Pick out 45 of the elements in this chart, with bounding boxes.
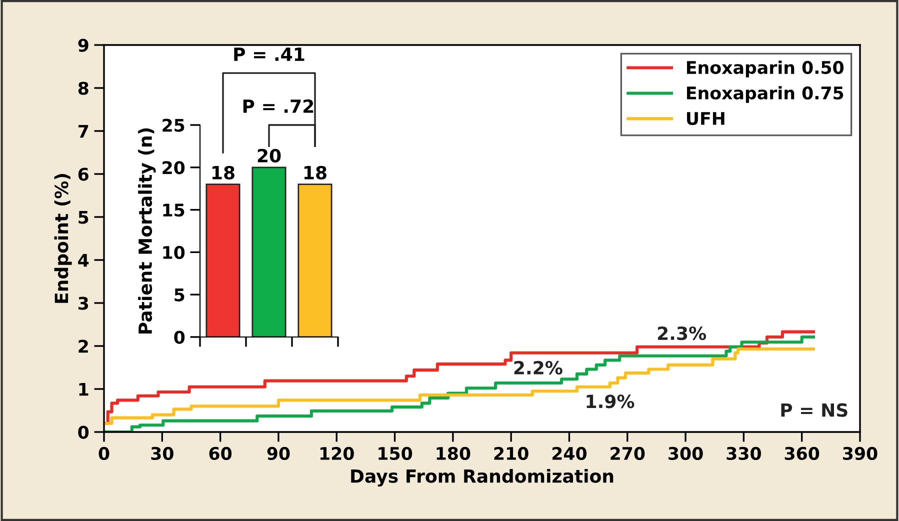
x-tick-label: 270 [610, 446, 645, 460]
y-tick-label: 4 [78, 254, 89, 267]
legend-label: Enoxaparin 0.50 [687, 60, 844, 78]
y-tick-label: 5 [174, 288, 184, 302]
x-tick-label: 240 [552, 446, 587, 460]
y-tick-label: 10 [163, 246, 185, 260]
y-tick-label: 8 [78, 82, 88, 95]
y-tick-label: 15 [163, 204, 184, 217]
data-label: 20 [258, 148, 281, 163]
x-tick-label: 330 [726, 446, 761, 460]
x-tick-label: 150 [378, 446, 412, 460]
x-tick-label: 210 [494, 446, 528, 460]
x-tick-label: 0 [98, 446, 110, 460]
annotation: P = NS [781, 403, 848, 417]
y-tick-label: 25 [162, 118, 184, 132]
annotation: 2.2% [514, 360, 562, 375]
annotation: 2.3% [658, 326, 706, 340]
annotation: P = .72 [243, 99, 314, 113]
x-tick-label: 120 [320, 446, 354, 460]
legend-label: UFH [687, 112, 724, 126]
y-tick-label: 3 [78, 296, 88, 310]
y-tick-label: 5 [78, 210, 88, 224]
y-axis-title: Patient Mortality (n) [138, 128, 156, 334]
annotation: P = .41 [234, 48, 304, 61]
x-tick-label: 60 [209, 446, 232, 460]
x-tick-label: 90 [267, 446, 290, 460]
y-tick-label: 7 [78, 124, 88, 138]
legend-label: Enoxaparin 0.75 [687, 86, 844, 103]
annotation: 1.9% [586, 394, 634, 408]
y-tick-label: 0 [78, 426, 89, 439]
y-tick-label: 2 [78, 340, 88, 353]
y-tick-label: 0 [174, 330, 185, 344]
y-tick-label: 20 [162, 161, 185, 174]
x-axis-title: Days From Randomization [351, 468, 614, 487]
y-tick-label: 6 [78, 168, 88, 181]
x-tick-label: 300 [668, 446, 703, 460]
y-tick-label: 9 [78, 38, 88, 52]
x-tick-label: 390 [843, 446, 878, 460]
x-tick-label: 30 [151, 446, 174, 460]
y-axis-title: Endpoint (%) [54, 174, 72, 303]
y-tick-label: 1 [79, 382, 88, 396]
data-label: 18 [304, 166, 326, 180]
data-label: 18 [212, 166, 234, 180]
x-tick-label: 360 [784, 446, 820, 460]
x-tick-label: 180 [436, 446, 470, 460]
